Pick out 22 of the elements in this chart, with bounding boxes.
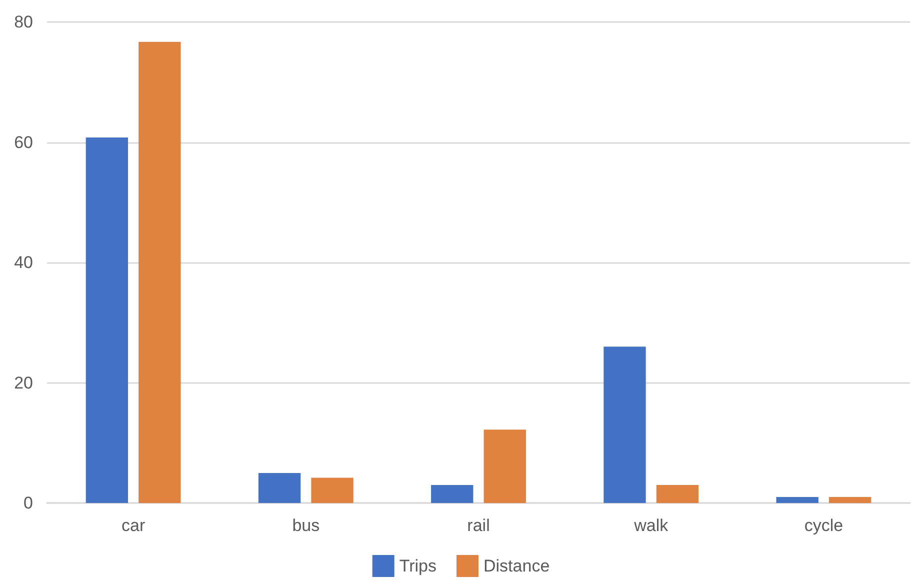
x-tick-label: bus xyxy=(292,516,320,535)
bar xyxy=(431,484,474,503)
x-tick-label: car xyxy=(121,516,146,535)
legend-label: Distance xyxy=(484,556,550,576)
bar xyxy=(656,484,699,503)
y-tick-label: 60 xyxy=(14,132,33,152)
legend-label: Trips xyxy=(399,556,437,576)
y-tick-label: 80 xyxy=(14,12,33,32)
bar xyxy=(484,430,526,503)
y-tick-label: 40 xyxy=(14,253,33,272)
bar xyxy=(138,42,181,503)
x-tick-label: cycle xyxy=(804,516,844,535)
y-tick-label: 0 xyxy=(24,494,33,512)
bar xyxy=(311,478,354,503)
bar xyxy=(604,346,646,503)
bar xyxy=(86,137,128,503)
y-tick-label: 20 xyxy=(14,373,33,392)
x-tick-label: rail xyxy=(467,516,490,535)
bar xyxy=(258,472,301,503)
bar xyxy=(776,496,818,503)
x-tick-label: walk xyxy=(633,516,669,535)
bar xyxy=(828,496,872,503)
